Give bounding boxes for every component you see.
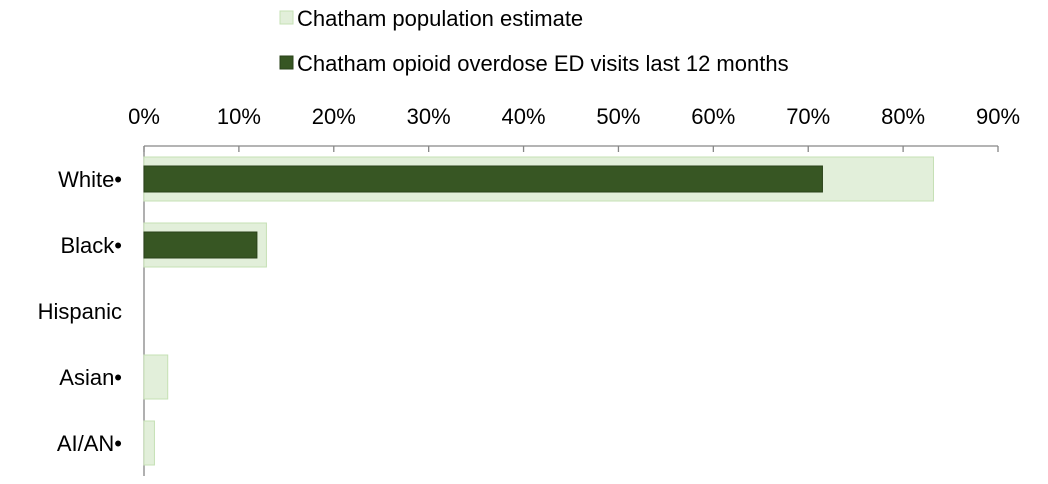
bars bbox=[143, 156, 934, 466]
legend-swatch-ed-visits bbox=[279, 55, 294, 70]
legend-label-ed-visits: Chatham opioid overdose ED visits last 1… bbox=[297, 51, 789, 76]
category-label-asian: Asian• bbox=[59, 365, 122, 390]
legend-item-population: Chatham population estimate bbox=[279, 6, 583, 31]
legend-swatch-population bbox=[279, 10, 294, 25]
x-tick-label: 80% bbox=[881, 104, 925, 129]
category-label-hispanic: Hispanic bbox=[38, 299, 122, 324]
x-tick-label: 40% bbox=[502, 104, 546, 129]
ed-visits-bar-white bbox=[143, 165, 823, 193]
category-label-black: Black• bbox=[61, 233, 123, 258]
legend-item-ed-visits: Chatham opioid overdose ED visits last 1… bbox=[279, 51, 789, 76]
x-tick-label: 10% bbox=[217, 104, 261, 129]
category-label-ai-an: AI/AN• bbox=[57, 431, 122, 456]
x-tick-label: 20% bbox=[312, 104, 356, 129]
ed-visits-bar-black bbox=[143, 231, 258, 259]
population-bar-asian bbox=[143, 354, 169, 400]
category-label-white: White• bbox=[58, 167, 122, 192]
x-tick-label: 70% bbox=[786, 104, 830, 129]
x-tick-label: 30% bbox=[407, 104, 451, 129]
x-axis: 0% 10% 20% 30% 40% 50% 60% 70% 80% 90% bbox=[128, 104, 1020, 476]
population-bar-ai-an bbox=[143, 420, 155, 466]
x-tick-label: 90% bbox=[976, 104, 1020, 129]
legend: Chatham population estimate Chatham opio… bbox=[279, 6, 789, 76]
legend-label-population: Chatham population estimate bbox=[297, 6, 583, 31]
x-tick-label: 60% bbox=[691, 104, 735, 129]
x-tick-label: 0% bbox=[128, 104, 160, 129]
x-tick-label: 50% bbox=[596, 104, 640, 129]
category-labels: White• Black• Hispanic Asian• AI/AN• bbox=[38, 167, 122, 456]
